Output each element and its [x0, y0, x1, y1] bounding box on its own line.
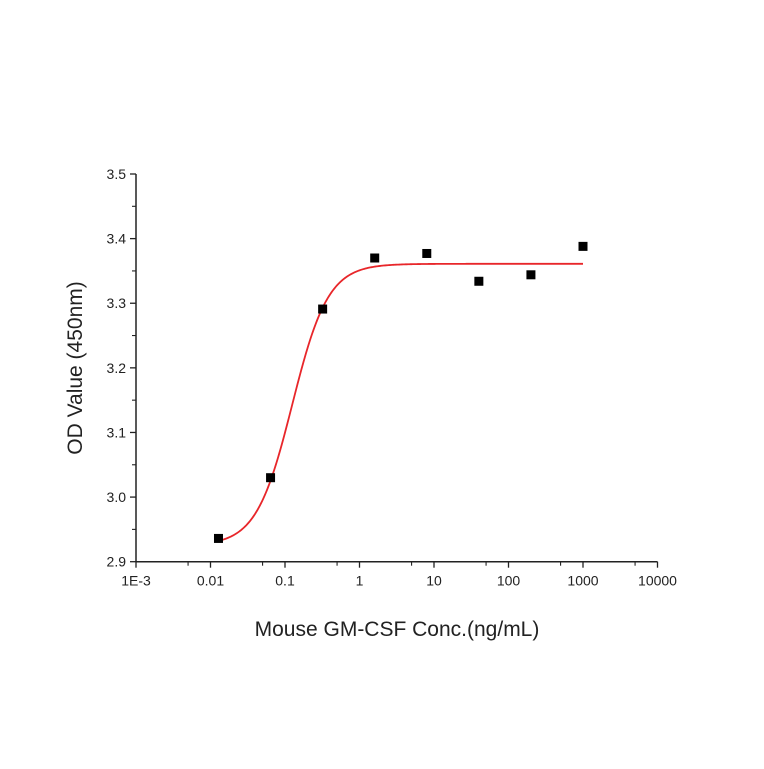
data-point — [474, 276, 484, 286]
x-tick-label: 1000 — [567, 573, 598, 589]
y-tick-label: 2.9 — [107, 554, 127, 570]
y-tick-label: 3.3 — [107, 295, 127, 311]
x-axis-label: Mouse GM-CSF Conc.(ng/mL) — [255, 618, 540, 641]
data-point — [370, 253, 380, 263]
y-tick-label: 3.0 — [107, 489, 127, 505]
x-tick-label: 1E-3 — [121, 573, 151, 589]
data-point — [422, 248, 432, 258]
x-tick-label: 0.1 — [275, 573, 295, 589]
y-axis-label: OD Value (450nm) — [64, 281, 87, 455]
data-points — [213, 241, 588, 543]
fit-curve — [218, 262, 583, 542]
y-tick-label: 3.5 — [107, 166, 127, 182]
data-point — [266, 473, 276, 483]
axes: 1E-3 0.01 0.1 1 10 100 1000 10000 2.9 3.0 3.1 3.2 3.… — [107, 166, 678, 589]
x-tick-label: 100 — [497, 573, 521, 589]
y-tick-label: 3.1 — [107, 424, 127, 440]
x-tick-label: 1 — [356, 573, 364, 589]
data-point — [578, 241, 588, 251]
data-point — [526, 270, 536, 280]
x-tick-label: 0.01 — [197, 573, 224, 589]
x-tick-label: 10 — [426, 573, 442, 589]
x-tick-label: 10000 — [638, 573, 677, 589]
y-tick-label: 3.2 — [107, 360, 127, 376]
y-tick-label: 3.4 — [107, 231, 127, 247]
data-point — [213, 533, 223, 543]
data-point — [318, 304, 328, 314]
